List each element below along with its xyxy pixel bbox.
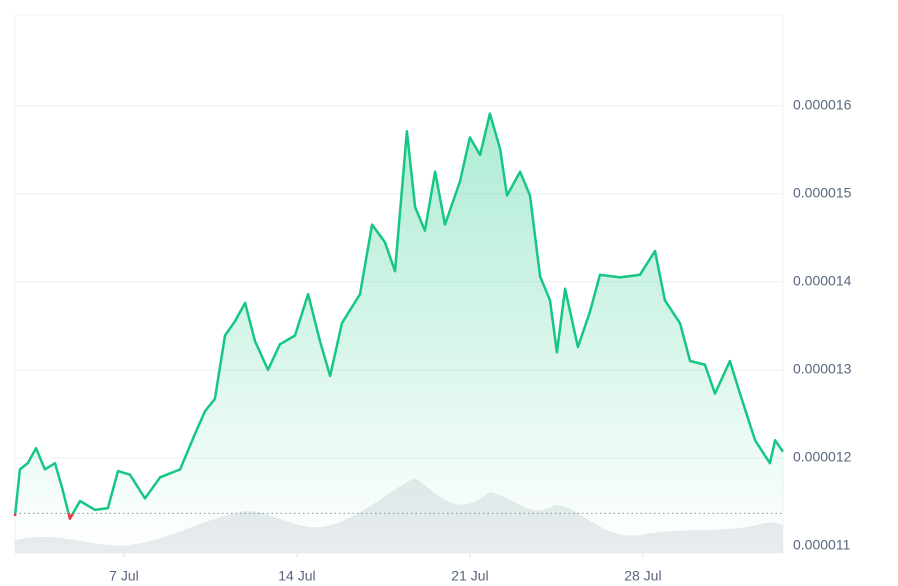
y-tick-label: 0.000012 (793, 449, 852, 465)
x-tick-label: 14 Jul (278, 568, 315, 584)
x-tick-label: 7 Jul (109, 568, 139, 584)
y-tick-label: 0.000014 (793, 273, 852, 289)
price-line (14, 112, 785, 514)
x-tick-label: 28 Jul (624, 568, 661, 584)
y-tick-label: 0.000016 (793, 96, 852, 112)
y-tick-label: 0.000015 (793, 184, 852, 200)
price-area (15, 113, 783, 553)
y-tick-label: 0.000011 (793, 537, 851, 553)
y-tick-label: 0.000013 (793, 361, 852, 377)
x-tick-label: 21 Jul (451, 568, 488, 584)
